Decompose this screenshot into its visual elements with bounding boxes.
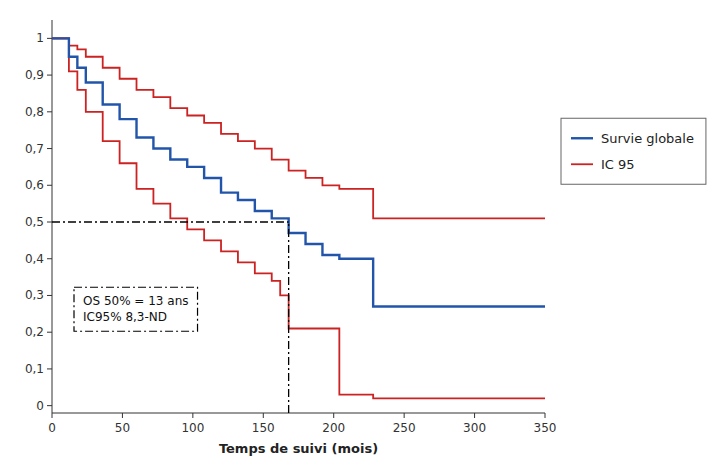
x-tick-label: 300 [463, 421, 486, 435]
y-tick [47, 111, 52, 112]
x-tick-label: 0 [48, 421, 56, 435]
x-tick-label: 100 [181, 421, 204, 435]
x-tick [52, 413, 53, 418]
legend: Survie globale IC 95 [561, 118, 706, 184]
annotation-line: IC95% 8,3-ND [83, 310, 167, 324]
x-tick [404, 413, 405, 418]
legend-label: Survie globale [601, 131, 694, 146]
x-tick [192, 413, 193, 418]
x-tick-label: 250 [393, 421, 416, 435]
x-tick-label: 200 [322, 421, 345, 435]
y-tick [47, 295, 52, 296]
y-tick-label: 1 [36, 31, 44, 45]
y-axis-line [52, 20, 53, 413]
x-tick-label: 50 [115, 421, 130, 435]
y-tick [47, 148, 52, 149]
plot-area [52, 38, 545, 413]
survival-line [52, 38, 545, 306]
annotation-box [74, 287, 198, 331]
legend-frame [561, 118, 706, 184]
x-tick [545, 413, 546, 418]
y-tick-label: 0,2 [25, 325, 44, 339]
survival-line [52, 38, 545, 398]
legend-swatch [571, 163, 593, 165]
y-tick-label: 0,9 [25, 68, 44, 82]
chart: 0 0,1 0,2 0,3 0,4 0,5 0,6 0,7 0,8 0,9 1 0 50 100 150 20… [0, 0, 715, 465]
y-tick-label: 0 [36, 399, 44, 413]
annotation: OS 50% = 13 ans IC95% 8,3-ND [74, 287, 198, 331]
y-tick [47, 38, 52, 39]
x-axis-line [52, 413, 545, 414]
annotation-line: OS 50% = 13 ans [83, 294, 189, 308]
legend-label: IC 95 [601, 157, 635, 172]
x-tick-label: 350 [534, 421, 557, 435]
y-tick-label: 0,6 [25, 178, 44, 192]
y-tick [47, 368, 52, 369]
y-tick-label: 0,4 [25, 252, 44, 266]
x-tick [263, 413, 264, 418]
y-tick-label: 0,5 [25, 215, 44, 229]
y-tick-label: 0,1 [25, 362, 44, 376]
median-line [52, 221, 289, 222]
y-tick [47, 405, 52, 406]
survival-line [52, 38, 545, 218]
x-tick [474, 413, 475, 418]
x-tick [333, 413, 334, 418]
y-tick [47, 75, 52, 76]
annotation-text: OS 50% = 13 ans IC95% 8,3-ND [83, 294, 189, 324]
median-line [288, 222, 289, 413]
legend-swatch [571, 137, 593, 139]
x-tick [122, 413, 123, 418]
x-tick-label: 150 [252, 421, 275, 435]
y-tick-label: 0,7 [25, 142, 44, 156]
y-tick [47, 258, 52, 259]
y-tick-label: 0,3 [25, 288, 44, 302]
x-axis-label: Temps de suivi (mois) [219, 441, 378, 456]
y-tick [47, 222, 52, 223]
y-tick [47, 332, 52, 333]
y-tick-label: 0,8 [25, 105, 44, 119]
y-tick [47, 185, 52, 186]
